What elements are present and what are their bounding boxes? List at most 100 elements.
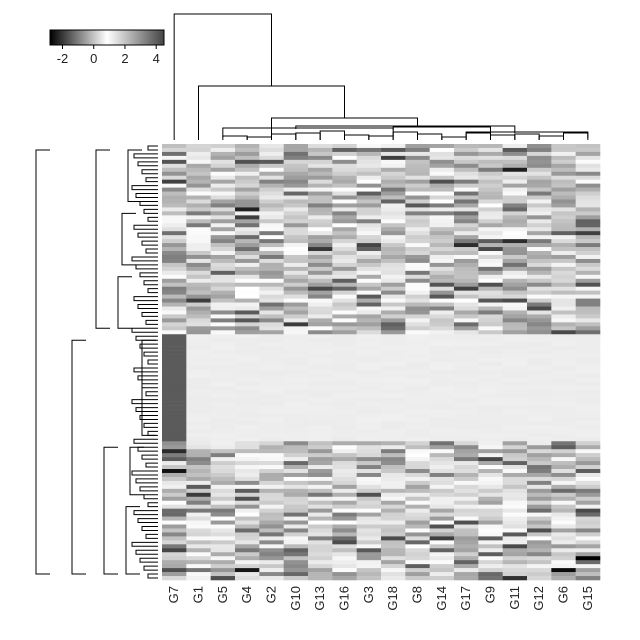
heatmap-cell [576,481,601,485]
heatmap-cell [235,350,260,354]
heatmap-cell [162,354,187,358]
heatmap-cell [357,196,382,200]
heatmap-cell [430,429,455,433]
heatmap-cell [478,358,503,362]
heatmap-cell [259,505,284,509]
heatmap-row [162,433,600,437]
heatmap-cell [527,449,552,453]
heatmap-row [162,199,600,203]
heatmap-cell [211,433,236,437]
heatmap-cell [454,211,479,215]
heatmap-cell [259,477,284,481]
heatmap-cell [357,532,382,536]
heatmap-row [162,160,600,164]
heatmap-cell [576,199,601,203]
heatmap-cell [478,196,503,200]
heatmap-cell [357,378,382,382]
heatmap-cell [576,564,601,568]
heatmap-cell [454,517,479,521]
heatmap-cell [259,259,284,263]
column-label: G13 [312,586,327,611]
heatmap-cell [235,505,260,509]
heatmap-cell [332,275,357,279]
heatmap-cell [284,303,309,307]
heatmap-cell [527,192,552,196]
heatmap-cell [576,449,601,453]
heatmap-cell [235,144,260,148]
heatmap-cell [308,338,333,342]
heatmap-cell [235,386,260,390]
heatmap-cell [357,489,382,493]
heatmap-cell [551,164,576,168]
heatmap-row [162,568,600,572]
heatmap-cell [235,247,260,251]
heatmap-cell [357,203,382,207]
heatmap-cell [430,144,455,148]
heatmap-cell [430,374,455,378]
heatmap-cell [503,334,528,338]
heatmap-cell [162,382,187,386]
heatmap-cell [381,461,406,465]
heatmap-cell [235,291,260,295]
heatmap-cell [478,267,503,271]
heatmap-cell [162,235,187,239]
heatmap-cell [381,287,406,291]
heatmap-cell [332,501,357,505]
heatmap-cell [332,505,357,509]
heatmap-cell [235,394,260,398]
heatmap-cell [551,152,576,156]
heatmap-cell [284,362,309,366]
heatmap-cell [454,501,479,505]
heatmap-cell [308,410,333,414]
heatmap-cell [551,453,576,457]
heatmap-cell [308,402,333,406]
heatmap-cell [576,568,601,572]
heatmap-cell [503,497,528,501]
heatmap-cell [235,473,260,477]
heatmap-cell [503,406,528,410]
heatmap-cell [162,429,187,433]
heatmap-cell [186,505,211,509]
heatmap-cell [259,334,284,338]
heatmap-cell [235,560,260,564]
heatmap-cell [478,152,503,156]
heatmap-cell [381,168,406,172]
heatmap-cell [186,382,211,386]
heatmap-cell [503,338,528,342]
heatmap-cell [259,417,284,421]
heatmap-cell [308,215,333,219]
heatmap-cell [576,414,601,418]
heatmap-cell [259,207,284,211]
heatmap-cell [308,437,333,441]
heatmap-cell [527,271,552,275]
heatmap-cell [381,378,406,382]
heatmap-cell [259,501,284,505]
heatmap-cell [186,465,211,469]
heatmap-cell [211,207,236,211]
heatmap-cell [576,540,601,544]
heatmap-cell [576,350,601,354]
heatmap-cell [162,457,187,461]
heatmap-cell [284,417,309,421]
heatmap-cell [332,247,357,251]
heatmap-cell [381,303,406,307]
heatmap-cell [503,505,528,509]
heatmap-cell [430,168,455,172]
heatmap-cell [430,255,455,259]
heatmap-cell [162,203,187,207]
heatmap-cell [454,160,479,164]
heatmap-cell [576,156,601,160]
heatmap-cell [235,223,260,227]
row-dendrogram-branch [134,368,158,372]
heatmap-cell [478,493,503,497]
heatmap-cell [503,485,528,489]
heatmap-cell [357,219,382,223]
heatmap-cell [551,271,576,275]
heatmap-cell [235,358,260,362]
heatmap-cell [259,469,284,473]
heatmap-cell [430,164,455,168]
heatmap-cell [478,425,503,429]
heatmap-cell [527,263,552,267]
heatmap-cell [259,576,284,580]
heatmap-cell [332,227,357,231]
